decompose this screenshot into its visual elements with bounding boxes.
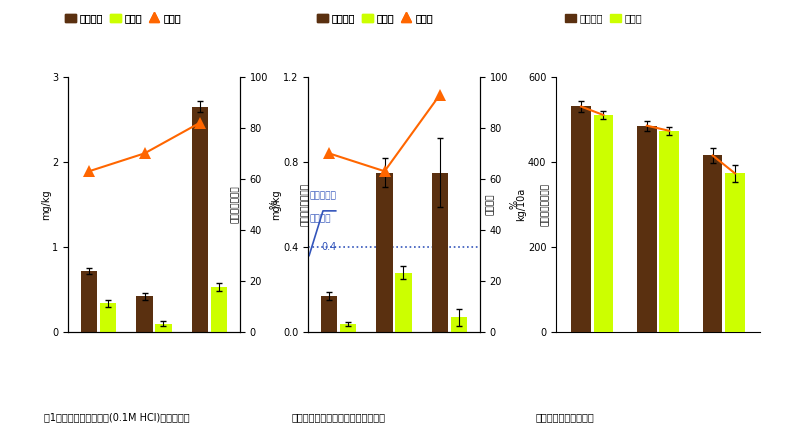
Bar	[340, 324, 356, 332]
Bar	[637, 126, 657, 332]
Y-axis label: kg/10a: kg/10a	[516, 188, 526, 221]
Bar	[210, 287, 227, 332]
Bar	[395, 273, 412, 332]
Bar	[100, 303, 116, 332]
Text: 新基準値: 新基準値	[310, 215, 331, 224]
Bar	[155, 324, 172, 332]
Text: カドミウム低減率: カドミウム低減率	[541, 183, 550, 226]
Y-axis label: mg/kg: mg/kg	[271, 189, 282, 220]
Text: 0.4: 0.4	[321, 242, 336, 252]
Bar	[450, 317, 467, 332]
Y-axis label: mg/kg: mg/kg	[41, 189, 50, 220]
Bar	[192, 106, 208, 332]
Legend: 無洗浄区, 洗浄区, 低減率: 無洗浄区, 洗浄区, 低減率	[61, 9, 185, 27]
Text: 図２　玄米中カドミウムの低減効果: 図２ 玄米中カドミウムの低減効果	[292, 412, 386, 422]
Text: カドミウム低減率: カドミウム低減率	[301, 183, 310, 226]
Text: カドミウム濃度: カドミウム濃度	[231, 186, 240, 223]
Y-axis label: %: %	[510, 200, 519, 209]
Bar	[81, 271, 98, 332]
Y-axis label: %: %	[270, 200, 279, 209]
Text: 図３　玄米収量の変化: 図３ 玄米収量の変化	[536, 412, 594, 422]
Bar	[321, 296, 338, 332]
Bar	[659, 131, 679, 332]
Text: 図1　土壌中カドミウム(0.1M HCl)の低減効果: 図1 土壌中カドミウム(0.1M HCl)の低減効果	[44, 412, 190, 422]
Bar	[725, 173, 745, 332]
Legend: 無洗浄区, 洗浄区: 無洗浄区, 洗浄区	[561, 9, 646, 27]
Bar	[702, 155, 722, 332]
Legend: 無洗浄区, 洗浄区, 低減率: 無洗浄区, 洗浄区, 低減率	[313, 9, 437, 27]
Bar	[376, 173, 393, 332]
Bar	[571, 106, 591, 332]
Bar	[136, 296, 153, 332]
Text: 玄米収量: 玄米収量	[486, 194, 495, 215]
Bar	[594, 115, 614, 332]
Text: カドミウム: カドミウム	[310, 191, 337, 200]
Bar	[432, 173, 448, 332]
